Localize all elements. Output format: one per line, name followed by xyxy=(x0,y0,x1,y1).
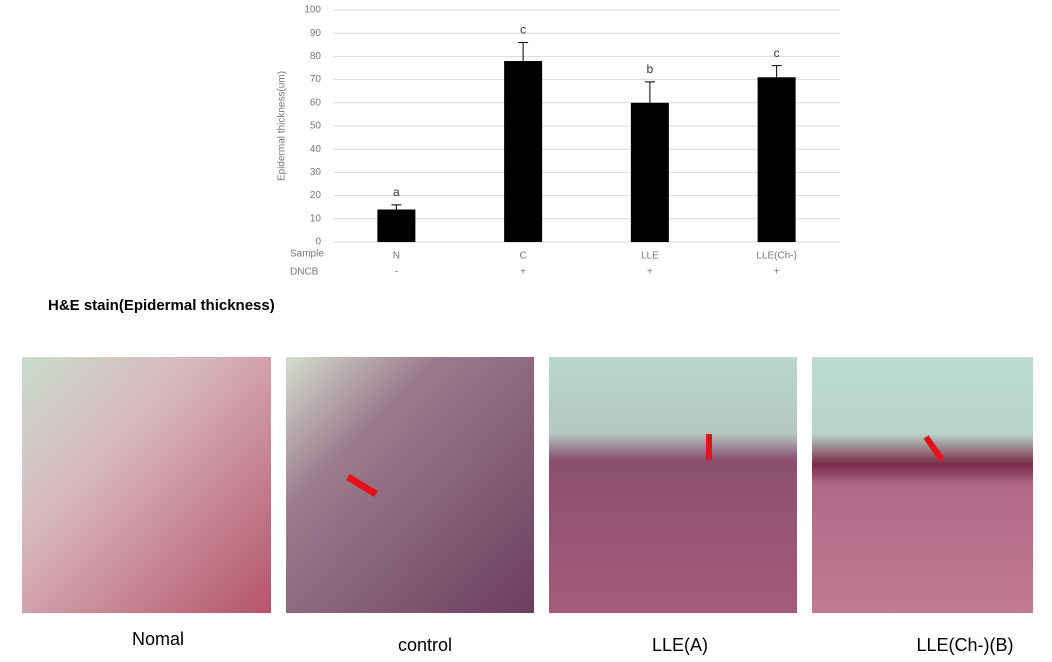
dncb-label: + xyxy=(647,267,653,278)
y-tick-label: 60 xyxy=(310,97,322,108)
y-tick-label: 90 xyxy=(310,28,322,39)
row-label: DNCB xyxy=(290,267,319,278)
caption: control xyxy=(398,635,452,655)
error-bar xyxy=(644,81,655,103)
figure-title: H&E stain(Epidermal thickness) xyxy=(48,297,275,314)
y-tick-label: 50 xyxy=(310,121,322,132)
bar xyxy=(630,102,669,242)
x-tick-label: C xyxy=(520,251,527,262)
x-tick-label: LLE(Ch-) xyxy=(756,251,797,262)
arrow xyxy=(923,435,945,462)
y-tick-label: 40 xyxy=(310,144,322,155)
significance-label: b xyxy=(647,62,654,76)
significance-label: c xyxy=(520,23,526,37)
micrograph xyxy=(549,357,797,613)
dncb-label: - xyxy=(395,267,398,278)
caption: LLE(Ch-)(B) xyxy=(916,635,1013,655)
y-tick-label: 0 xyxy=(315,237,321,248)
micrograph xyxy=(22,357,271,613)
arrow xyxy=(346,474,378,497)
bar xyxy=(377,209,416,242)
significance-label: c xyxy=(774,46,780,60)
y-tick-label: 10 xyxy=(310,213,322,224)
y-tick-label: 100 xyxy=(304,5,321,16)
caption: Nomal xyxy=(132,629,184,649)
row-label: Sample xyxy=(290,249,324,260)
caption: LLE(A) xyxy=(652,635,708,655)
micrograph xyxy=(286,357,534,613)
y-tick-label: 80 xyxy=(310,51,322,62)
error-bar xyxy=(771,65,782,78)
y-tick-label: 20 xyxy=(310,190,322,201)
significance-label: a xyxy=(393,185,400,199)
y-tick-label: 30 xyxy=(310,167,322,178)
x-tick-label: N xyxy=(393,251,400,262)
dncb-label: + xyxy=(774,267,780,278)
error-bar xyxy=(518,41,529,62)
y-axis-label: Epidermal thickness(um) xyxy=(277,71,288,181)
bar xyxy=(757,77,796,242)
micrograph xyxy=(812,357,1033,613)
y-tick-label: 70 xyxy=(310,74,322,85)
error-bar xyxy=(391,204,402,210)
dncb-label: + xyxy=(520,267,526,278)
bar xyxy=(504,61,543,242)
x-tick-label: LLE xyxy=(641,251,659,262)
